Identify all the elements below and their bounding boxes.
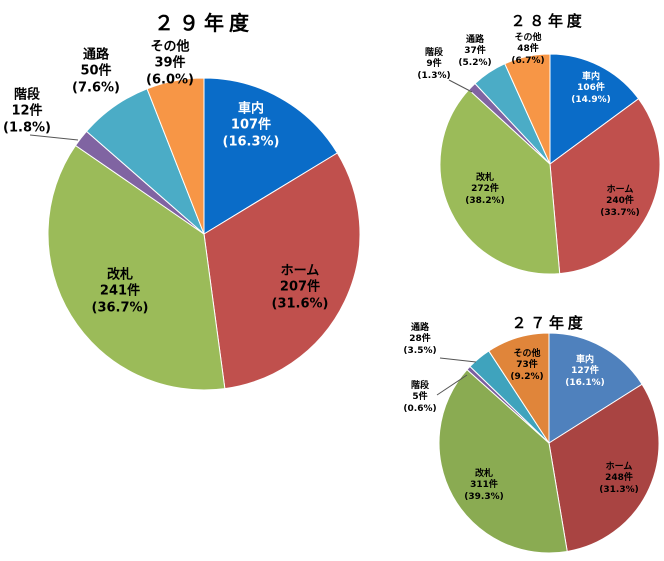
slice-label-pct-label: (31.6%) — [271, 296, 329, 312]
slice-label-name: その他 — [514, 33, 542, 44]
slice-label-count-label: 272件 — [471, 184, 499, 195]
slice-label-count-label: 127件 — [571, 366, 599, 377]
slice-label-count-label: 248件 — [605, 473, 633, 484]
slice-label-2: 改札 272件 (38.2%) — [465, 173, 504, 207]
slice-label-name: 車内 — [575, 355, 595, 366]
slice-label-3: 階段 5件 (0.6%) — [403, 381, 436, 415]
slice-label-count-label: 311件 — [470, 480, 498, 491]
chart-title-1: ２８年度 — [510, 12, 586, 31]
slice-label-count-label: 107件 — [230, 117, 272, 133]
slice-label-count-label: 106件 — [577, 83, 605, 94]
slice-label-5: その他 48件 (6.7%) — [511, 33, 544, 67]
pie-slice-0 — [203, 77, 339, 235]
slice-label-name: 通路 — [410, 323, 429, 334]
slice-label-name: ホーム — [606, 185, 634, 196]
slice-label-1: ホーム 207件 (31.6%) — [272, 264, 329, 313]
pie-slice-1 — [548, 383, 660, 553]
slice-label-count-label: 39件 — [154, 55, 186, 71]
slice-label-name: その他 — [150, 39, 190, 55]
pie-slice-2 — [438, 368, 568, 554]
slice-label-pct-label: (7.6%) — [72, 80, 120, 96]
slice-label-count-label: 12件 — [11, 103, 43, 119]
slice-label-name: その他 — [513, 349, 541, 360]
slice-label-pct-label: (9.2%) — [510, 371, 544, 382]
slice-label-pct-label: (14.9%) — [571, 94, 611, 105]
slice-label-pct-label: (1.8%) — [3, 120, 51, 136]
pie-slice-1 — [549, 98, 661, 275]
pie-slice-1 — [203, 152, 361, 390]
slice-label-pct-label: (6.7%) — [511, 55, 545, 66]
slice-label-pct-label: (36.7%) — [91, 300, 149, 316]
pie-chart-0 — [29, 77, 361, 391]
pie-slice-5 — [488, 332, 550, 445]
slice-label-name: 車内 — [581, 72, 601, 83]
slice-label-pct-label: (6.0%) — [146, 72, 194, 88]
slice-label-5: その他 39件 (6.0%) — [146, 40, 194, 89]
slice-label-name: 階段 — [410, 381, 429, 392]
slice-label-4: 通路 37件 (5.2%) — [458, 35, 491, 69]
pie-slice-5 — [146, 77, 205, 235]
slice-label-count-label: 37件 — [464, 46, 486, 57]
slice-label-3: 階段 12件 (1.8%) — [3, 88, 51, 137]
slice-label-4: 通路 50件 (7.6%) — [72, 48, 120, 97]
slice-label-pct-label: (16.1%) — [565, 377, 605, 388]
leader-line-3 — [448, 79, 473, 93]
slice-label-count-label: 28件 — [409, 334, 431, 345]
leader-line-3 — [436, 374, 468, 396]
slice-label-name: 改札 — [474, 469, 494, 480]
slice-label-0: 車内 106件 (14.9%) — [571, 72, 610, 106]
pie-slice-0 — [548, 332, 643, 444]
slice-label-3: 階段 9件 (1.3%) — [417, 48, 450, 82]
slice-label-pct-label: (31.3%) — [599, 484, 639, 495]
pie-slice-5 — [504, 53, 551, 165]
slice-label-pct-label: (38.2%) — [465, 195, 505, 206]
slice-label-pct-label: (5.2%) — [458, 57, 492, 68]
slice-label-0: 車内 107件 (16.3%) — [223, 102, 280, 151]
slice-label-name: ホーム — [605, 462, 633, 473]
pie-slice-2 — [439, 89, 561, 275]
slice-label-name: 車内 — [237, 101, 265, 117]
pie-slice-2 — [47, 144, 226, 391]
slice-label-count-label: 9件 — [426, 59, 442, 70]
slice-label-pct-label: (39.3%) — [464, 491, 504, 502]
slice-label-name: ホーム — [280, 263, 320, 279]
leader-line-3 — [29, 134, 79, 141]
chart-title-0: ２９年度 — [154, 11, 254, 35]
slice-label-1: ホーム 240件 (33.7%) — [600, 185, 639, 219]
slice-label-name: 改札 — [106, 267, 134, 283]
slice-label-name: 階段 — [424, 48, 443, 59]
chart-title-2: ２７年度 — [511, 314, 587, 333]
slice-label-count-label: 207件 — [279, 279, 321, 295]
slice-label-count-label: 5件 — [412, 392, 428, 403]
slice-label-name: 通路 — [465, 35, 484, 46]
slice-label-pct-label: (33.7%) — [600, 207, 640, 218]
leader-line-4 — [439, 357, 477, 363]
slice-label-pct-label: (16.3%) — [222, 134, 280, 150]
slice-label-count-label: 241件 — [99, 283, 141, 299]
slice-label-name: 通路 — [82, 47, 109, 63]
slice-label-2: 改札 311件 (39.3%) — [464, 469, 503, 503]
pie-slice-0 — [549, 53, 640, 165]
slice-label-name: 改札 — [475, 173, 495, 184]
slice-label-1: ホーム 248件 (31.3%) — [599, 462, 638, 496]
slice-label-name: 階段 — [13, 87, 40, 103]
slice-label-2: 改札 241件 (36.7%) — [92, 268, 149, 317]
slice-label-count-label: 240件 — [606, 196, 634, 207]
slice-label-count-label: 73件 — [516, 360, 538, 371]
slice-label-5: その他 73件 (9.2%) — [510, 349, 543, 383]
slice-label-4: 通路 28件 (3.5%) — [403, 323, 436, 357]
slice-label-count-label: 48件 — [517, 44, 539, 55]
pie-chart-2 — [436, 332, 660, 554]
slice-label-0: 車内 127件 (16.1%) — [565, 355, 604, 389]
slice-label-pct-label: (1.3%) — [417, 70, 451, 81]
pie-chart-1 — [439, 53, 661, 275]
slice-label-count-label: 50件 — [80, 63, 112, 79]
slice-label-pct-label: (0.6%) — [403, 403, 437, 414]
slice-label-pct-label: (3.5%) — [403, 345, 437, 356]
